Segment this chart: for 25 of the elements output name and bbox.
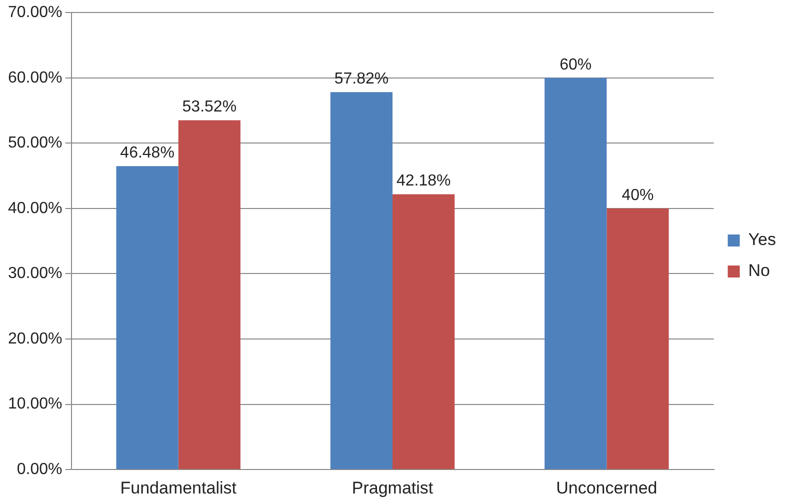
y-tick-label: 40.00% [8,200,62,217]
x-tick-label: Unconcerned [556,478,658,498]
x-tick-label: Fundamentalist [120,478,237,498]
data-label: 57.82% [334,70,389,88]
legend-label: Yes [748,230,776,250]
y-tick-label: 0.00% [16,461,62,478]
y-tick-label: 10.00% [8,396,62,413]
legend-label: No [748,261,770,280]
y-tick-label: 20.00% [8,330,62,348]
bar [392,194,455,470]
bar [178,120,240,470]
y-tick-label: 30.00% [8,265,62,282]
y-tick-label: 50.00% [8,134,62,152]
y-tick-label: 60.00% [8,69,62,86]
x-tick-label: Pragmatist [352,478,434,498]
y-tick-label: 70.00% [8,4,62,22]
data-label: 40% [622,186,654,204]
data-label: 53.52% [182,98,237,116]
bar [330,92,393,470]
bar [606,208,669,470]
data-label: 46.48% [120,144,174,162]
bar [116,166,178,470]
bar [544,78,607,470]
data-label: 60% [560,56,592,74]
data-label: 42.18% [396,172,451,190]
